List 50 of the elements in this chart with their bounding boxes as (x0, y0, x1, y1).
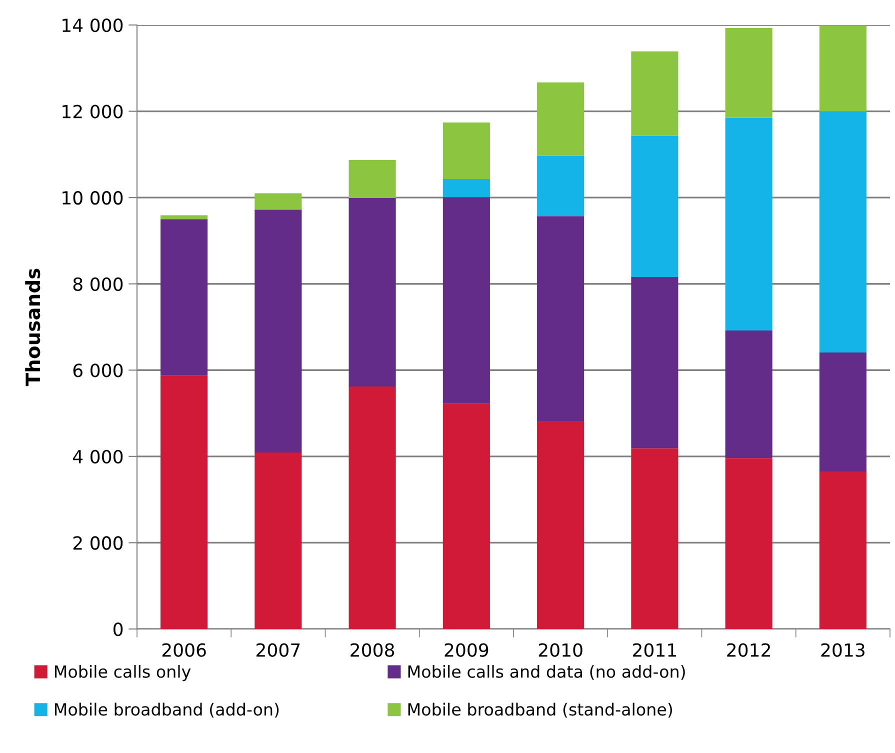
bar (348, 386, 396, 629)
legend-label: Mobile broadband (add-on) (54, 702, 279, 718)
y-tick-label: 14 000 (62, 18, 123, 32)
bar (254, 452, 302, 629)
bar (725, 118, 772, 330)
y-axis-title: Thousands (25, 268, 40, 386)
bar (725, 28, 772, 118)
y-tick-label: 8 000 (73, 277, 123, 291)
bar (537, 421, 584, 629)
bar (160, 215, 208, 220)
x-tick-label: 2013 (821, 643, 864, 657)
bar (537, 82, 584, 156)
bar (160, 219, 208, 376)
x-tick-label: 2006 (162, 643, 206, 657)
bar (631, 136, 678, 277)
x-tick-label: 2008 (350, 643, 394, 657)
bar (537, 216, 584, 422)
bar (819, 25, 866, 112)
legend-label: Mobile calls and data (no add-on) (408, 665, 685, 680)
bar (819, 472, 866, 629)
bar (631, 51, 678, 136)
bar (631, 448, 678, 629)
x-tick-label: 2009 (444, 643, 488, 657)
bar (160, 376, 208, 629)
bar (819, 111, 866, 352)
bar (254, 210, 302, 453)
bar (725, 458, 772, 629)
y-tick-label: 2 000 (73, 536, 123, 550)
bar (537, 156, 584, 216)
bar (348, 160, 396, 198)
bar (725, 330, 772, 458)
bar (631, 276, 678, 448)
y-tick-label: 0 (114, 622, 123, 636)
x-tick-label: 2007 (256, 643, 300, 657)
bar (442, 403, 490, 629)
bar (348, 198, 396, 387)
y-tick-label: 6 000 (73, 364, 123, 378)
bar (442, 197, 490, 404)
legend-label: Mobile calls only (54, 665, 191, 682)
x-tick-label: 2010 (538, 643, 582, 657)
y-tick-label: 12 000 (62, 104, 123, 118)
bar (442, 179, 490, 198)
x-tick-label: 2011 (633, 643, 676, 657)
x-tick-label: 2012 (727, 643, 770, 657)
bar (819, 352, 866, 472)
y-tick-label: 4 000 (73, 450, 123, 464)
bar (442, 122, 490, 180)
bar (254, 193, 302, 210)
y-tick-label: 10 000 (62, 191, 123, 205)
legend-label: Mobile broadband (stand-alone) (408, 702, 672, 718)
